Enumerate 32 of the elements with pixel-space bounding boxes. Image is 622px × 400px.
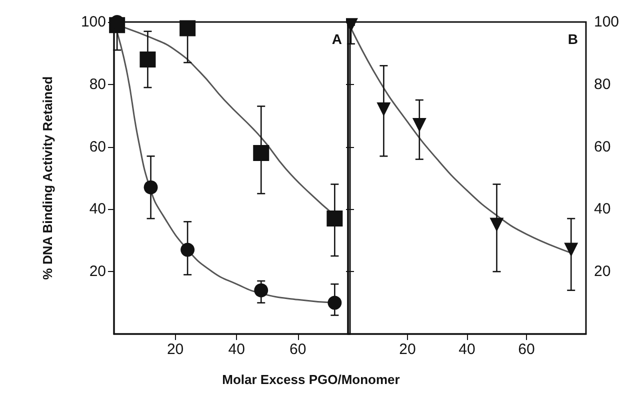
x-tick-label: 60 [518,341,535,358]
point [144,180,158,194]
point [180,20,196,36]
x-tick-label: 20 [166,341,184,358]
x-tick-label: 60 [290,341,306,358]
y2-tick-label: 60 [594,138,611,156]
point [412,118,426,132]
point [376,102,391,116]
annotation: B [568,31,578,47]
x-tick-label: 40 [458,341,476,358]
x-tick-label: 20 [399,341,416,358]
y-axis-title: % DNA Binding Activity Retained [40,76,55,280]
y2-tick-label: 20 [594,263,611,280]
point [326,210,343,227]
x-tick-label: 40 [228,341,245,358]
y2-tick-label: 40 [594,200,611,218]
annotation: A [332,31,342,47]
y-tick-label: 100 [80,14,106,30]
y2-tick-label: 80 [594,76,611,93]
point [490,218,504,232]
point [140,51,156,68]
point [254,283,268,298]
x-axis-title: Molar Excess PGO/Monomer [221,372,401,387]
point [180,242,195,257]
y-tick-label: 60 [89,138,106,156]
y-tick-label: 20 [89,263,106,280]
y2-tick-label: 100 [594,14,620,30]
y-tick-label: 40 [89,200,106,218]
point [253,145,270,162]
y-tick-label: 80 [89,76,106,93]
point [564,242,578,257]
point [328,296,342,310]
